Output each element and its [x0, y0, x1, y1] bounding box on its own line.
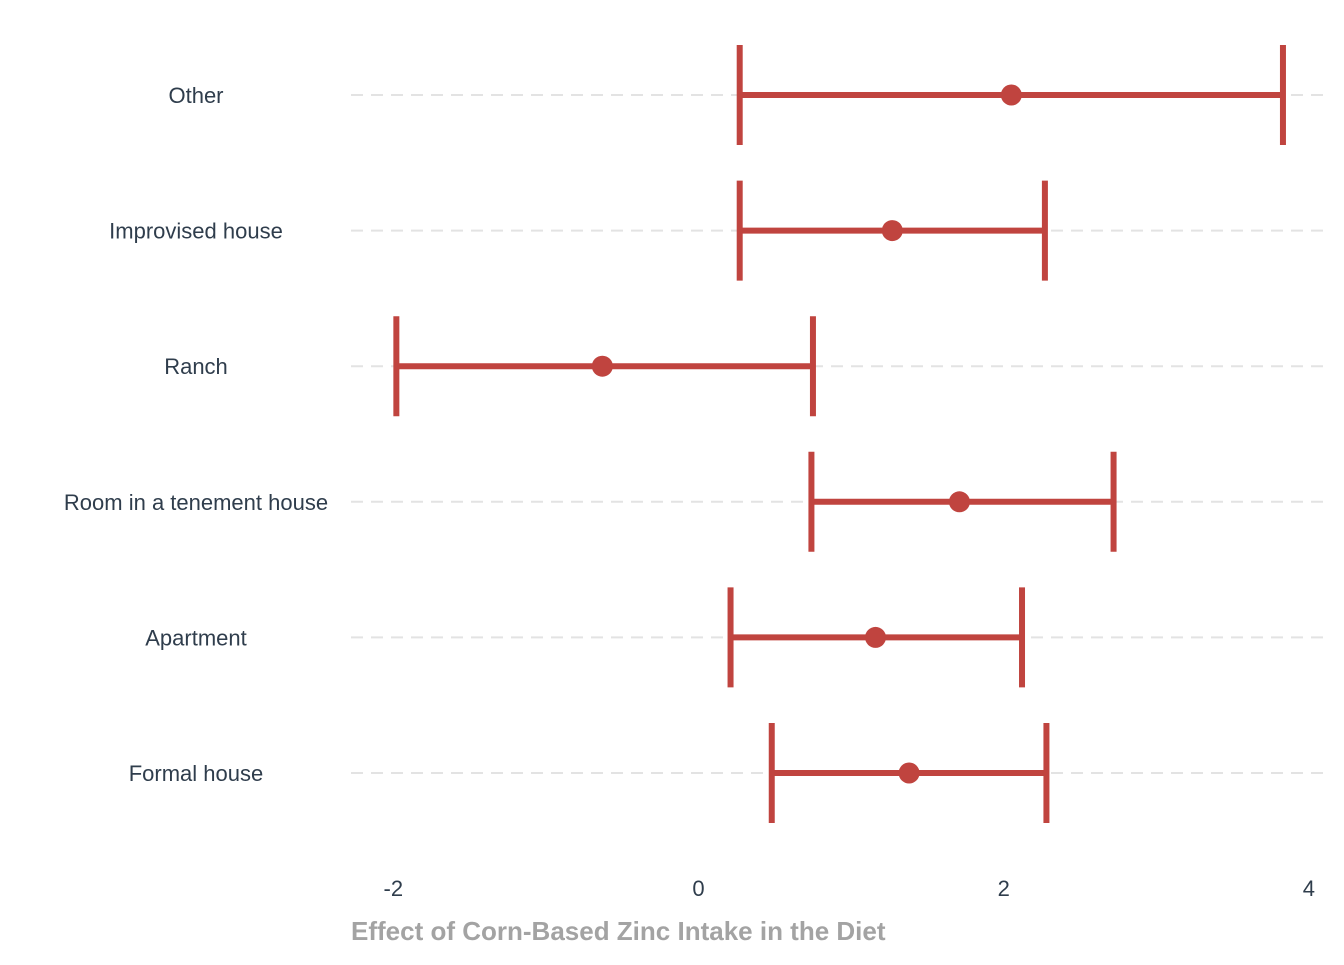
estimate-point	[865, 626, 887, 648]
error-bar	[727, 587, 1026, 688]
category-label: Apartment	[145, 625, 247, 650]
estimate-point	[881, 220, 903, 242]
category-label: Formal house	[129, 761, 264, 786]
estimate-point	[948, 491, 970, 513]
x-tick-label: 4	[1303, 876, 1315, 901]
category-label: Room in a tenement house	[64, 490, 328, 515]
estimate-point	[591, 355, 613, 377]
category-label: Improvised house	[109, 219, 283, 244]
x-tick-label: -2	[384, 876, 404, 901]
category-labels: Other Improvised house Ranch Room in a tene…	[64, 83, 328, 786]
error-bar	[768, 723, 1050, 823]
x-tick-label: 0	[692, 876, 704, 901]
error-bar	[736, 45, 1286, 145]
x-tick-label: 2	[998, 876, 1010, 901]
category-label: Ranch	[164, 354, 228, 379]
error-bar	[393, 316, 816, 417]
category-label: Other	[168, 83, 223, 108]
x-axis-ticks: -2 0 2 4	[384, 876, 1316, 901]
grid	[351, 94, 1326, 774]
estimate-point	[898, 762, 920, 784]
error-bar	[808, 451, 1117, 552]
estimate-point	[1000, 84, 1022, 106]
error-bar	[736, 180, 1048, 281]
x-axis-title: Effect of Corn-Based Zinc Intake in the …	[351, 916, 886, 946]
error-bars	[393, 45, 1286, 823]
